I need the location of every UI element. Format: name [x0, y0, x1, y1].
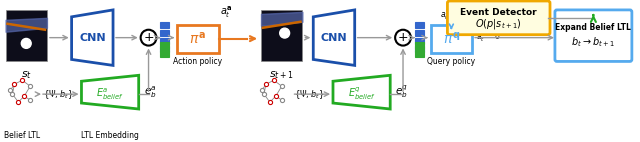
Circle shape: [141, 30, 156, 46]
Text: $e^a_b$: $e^a_b$: [143, 84, 156, 100]
FancyBboxPatch shape: [161, 22, 169, 28]
Text: $s_t$: $s_t$: [20, 69, 32, 81]
FancyBboxPatch shape: [415, 46, 424, 52]
FancyBboxPatch shape: [177, 25, 219, 53]
Text: Belief LTL: Belief LTL: [4, 131, 40, 140]
FancyBboxPatch shape: [161, 50, 169, 57]
Text: LTL Embedding: LTL Embedding: [81, 131, 139, 140]
FancyBboxPatch shape: [161, 46, 169, 52]
Text: +: +: [143, 31, 154, 44]
FancyBboxPatch shape: [555, 10, 632, 61]
Text: $\{\Psi, b_t\}$: $\{\Psi, b_t\}$: [294, 88, 324, 101]
FancyBboxPatch shape: [431, 25, 472, 53]
Text: Event Detector: Event Detector: [460, 8, 537, 17]
Text: $\pi^\mathbf{a}$: $\pi^\mathbf{a}$: [189, 31, 206, 47]
Text: $\{\Psi, b_t\}$: $\{\Psi, b_t\}$: [43, 88, 73, 101]
Polygon shape: [313, 10, 355, 65]
Circle shape: [21, 38, 31, 48]
FancyBboxPatch shape: [161, 38, 169, 44]
FancyBboxPatch shape: [415, 42, 424, 49]
Circle shape: [280, 28, 289, 38]
FancyBboxPatch shape: [161, 42, 169, 49]
Text: $E^a_{belief}$: $E^a_{belief}$: [96, 86, 124, 102]
FancyBboxPatch shape: [6, 10, 47, 61]
Text: +: +: [397, 31, 408, 44]
Text: Query policy: Query policy: [428, 58, 476, 66]
FancyBboxPatch shape: [261, 10, 303, 61]
Polygon shape: [81, 75, 139, 109]
Text: $r_{b,t}$: $r_{b,t}$: [584, 8, 607, 24]
FancyBboxPatch shape: [415, 50, 424, 57]
Text: $b_t \rightarrow b_{t+1}$: $b_t \rightarrow b_{t+1}$: [572, 35, 616, 49]
Text: $a_t^\mathbf{q}=0$: $a_t^\mathbf{q}=0$: [476, 29, 501, 44]
FancyBboxPatch shape: [415, 22, 424, 28]
Polygon shape: [72, 10, 113, 65]
Text: $a_t^\mathbf{a}$: $a_t^\mathbf{a}$: [220, 4, 233, 20]
Text: $E^q_{belief}$: $E^q_{belief}$: [348, 86, 376, 102]
Text: $e^q_b$: $e^q_b$: [395, 84, 408, 100]
Text: Expand Belief LTL: Expand Belief LTL: [556, 23, 631, 32]
Text: $\pi^\mathbf{q}$: $\pi^\mathbf{q}$: [443, 31, 460, 47]
Polygon shape: [333, 75, 390, 109]
Text: $O(p|s_{t+1})$: $O(p|s_{t+1})$: [476, 17, 522, 31]
Text: $s_{t+1}$: $s_{t+1}$: [269, 69, 294, 81]
Circle shape: [395, 30, 411, 46]
FancyBboxPatch shape: [415, 38, 424, 44]
Text: $a_t^\mathbf{q}=1$: $a_t^\mathbf{q}=1$: [440, 7, 464, 22]
FancyBboxPatch shape: [161, 30, 169, 36]
Text: Action policy: Action policy: [173, 58, 223, 66]
Text: CNN: CNN: [321, 33, 348, 43]
FancyBboxPatch shape: [415, 30, 424, 36]
FancyBboxPatch shape: [447, 1, 550, 35]
Text: CNN: CNN: [79, 33, 106, 43]
